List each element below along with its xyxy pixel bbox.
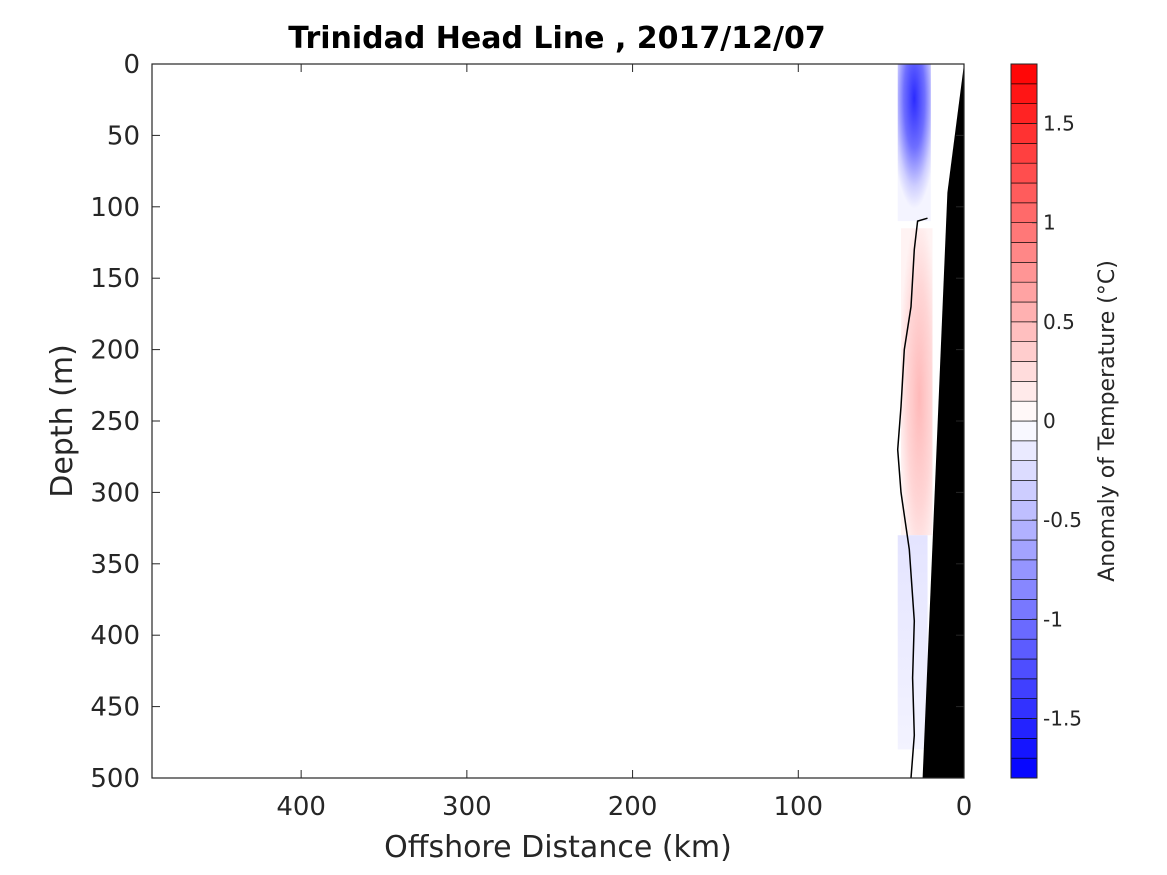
plot-area [152, 64, 964, 778]
colorbar-level [1010, 658, 1038, 680]
y-tick-label: 500 [90, 764, 140, 794]
colorbar-level [1010, 678, 1038, 699]
colorbar-tick-label: 1 [1043, 211, 1056, 235]
colorbar-level [1010, 103, 1038, 124]
colorbar-level [1010, 440, 1038, 461]
colorbar-level [1010, 262, 1038, 283]
seafloor-mask [922, 64, 964, 778]
x-tick-label: 300 [442, 792, 492, 822]
colorbar-level [1010, 420, 1038, 442]
colorbar-level [1010, 559, 1038, 580]
colorbar-level [1010, 321, 1038, 342]
colorbar-level [1010, 182, 1038, 204]
x-tick-label: 100 [773, 792, 823, 822]
x-tick-label: 400 [276, 792, 326, 822]
colorbar: -1.5 -1 -0.5 0 0.5 1 1.5 [1010, 63, 1082, 779]
colorbar-tick-label: 1.5 [1043, 112, 1075, 136]
zero-contour-line [896, 217, 928, 778]
colorbar-level [1010, 63, 1038, 85]
anomaly-patch-1 [897, 64, 931, 222]
y-tick-label: 0 [123, 50, 140, 80]
anomaly-patch-2 [901, 228, 935, 536]
colorbar-level [1010, 698, 1038, 719]
colorbar-level [1010, 519, 1038, 541]
colorbar-level [1010, 123, 1038, 144]
colorbar-level [1010, 539, 1038, 561]
colorbar-level [1010, 381, 1038, 402]
chart-title: Trinidad Head Line , 2017/12/07 [288, 21, 825, 56]
colorbar-label: Anomaly of Temperature (°C) [1095, 260, 1120, 582]
y-tick-label: 350 [90, 550, 140, 580]
y-tick-label: 400 [90, 621, 140, 651]
y-tick-label: 150 [90, 264, 140, 294]
y-tick-label: 200 [90, 336, 140, 366]
colorbar-level [1010, 500, 1038, 521]
y-axis: 0 50 100 150 200 250 300 350 400 450 500 [90, 50, 964, 794]
colorbar-level [1010, 738, 1038, 759]
colorbar-level [1010, 143, 1038, 164]
colorbar-level [1010, 400, 1038, 422]
colorbar-tick-label: 0.5 [1043, 310, 1075, 334]
colorbar-level [1010, 83, 1038, 104]
colorbar-level [1010, 579, 1038, 600]
y-tick-label: 50 [107, 121, 140, 151]
anomaly-patch-3 [897, 535, 928, 750]
colorbar-level [1010, 301, 1038, 323]
colorbar-level [1010, 480, 1038, 501]
colorbar-level [1010, 599, 1038, 620]
colorbar-level [1010, 361, 1038, 382]
colorbar-level [1010, 619, 1038, 640]
y-tick-label: 450 [90, 693, 140, 723]
colorbar-level [1010, 757, 1038, 779]
colorbar-level [1010, 222, 1038, 243]
x-tick-label: 0 [956, 792, 973, 822]
x-tick-label: 200 [608, 792, 658, 822]
colorbar-level [1010, 341, 1038, 362]
colorbar-level [1010, 242, 1038, 263]
x-axis-label: Offshore Distance (km) [384, 830, 732, 865]
colorbar-level [1010, 281, 1038, 303]
y-axis-label: Depth (m) [45, 344, 80, 498]
colorbar-tick-label: -1.5 [1043, 707, 1082, 731]
colorbar-tick-label: -1 [1043, 607, 1063, 631]
x-axis: 400 300 200 100 0 [276, 64, 972, 822]
colorbar-level [1010, 162, 1038, 184]
colorbar-level [1010, 202, 1038, 223]
y-tick-label: 250 [90, 407, 140, 437]
colorbar-level [1010, 718, 1038, 739]
colorbar-tick-label: 0 [1043, 409, 1056, 433]
y-tick-label: 300 [90, 478, 140, 508]
colorbar-tick-label: -0.5 [1043, 508, 1082, 532]
colorbar-level [1010, 460, 1038, 481]
colorbar-level [1010, 638, 1038, 660]
y-tick-label: 100 [90, 193, 140, 223]
